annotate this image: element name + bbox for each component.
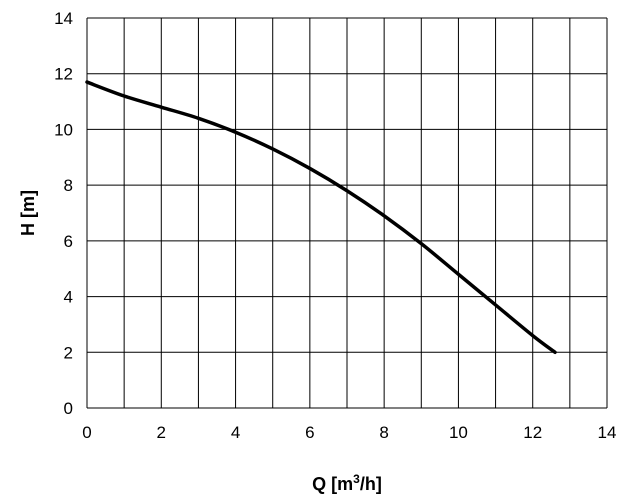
y-axis-label: H [m] [18, 190, 38, 236]
x-axis-label: Q [m3/h] [312, 472, 382, 494]
x-axis-label-unit: /h] [360, 474, 382, 494]
y-tick-label: 4 [64, 288, 73, 307]
grid [86, 17, 608, 409]
x-tick-label: 6 [305, 423, 314, 442]
y-tick-label: 12 [54, 65, 73, 84]
x-tick-label: 2 [157, 423, 166, 442]
x-tick-label: 8 [379, 423, 388, 442]
y-tick-label: 14 [54, 9, 73, 28]
y-tick-label: 6 [64, 232, 73, 251]
y-tick-label: 10 [54, 120, 73, 139]
x-tick-label: 4 [231, 423, 240, 442]
x-tick-label: 14 [598, 423, 617, 442]
x-tick-label: 12 [523, 423, 542, 442]
y-tick-label: 0 [64, 399, 73, 418]
x-tick-label: 0 [82, 423, 91, 442]
series-line [85, 80, 557, 355]
x-tick-label: 10 [449, 423, 468, 442]
y-tick-label: 2 [64, 343, 73, 362]
y-tick-label: 8 [64, 176, 73, 195]
x-axis-label-main: Q [m [312, 474, 353, 494]
curve-layer [85, 80, 557, 355]
x-axis-label-superscript: 3 [353, 472, 360, 486]
tick-labels: 0 2 4 6 8 10 12 14 0 2 4 6 8 10 12 14 [54, 9, 616, 442]
